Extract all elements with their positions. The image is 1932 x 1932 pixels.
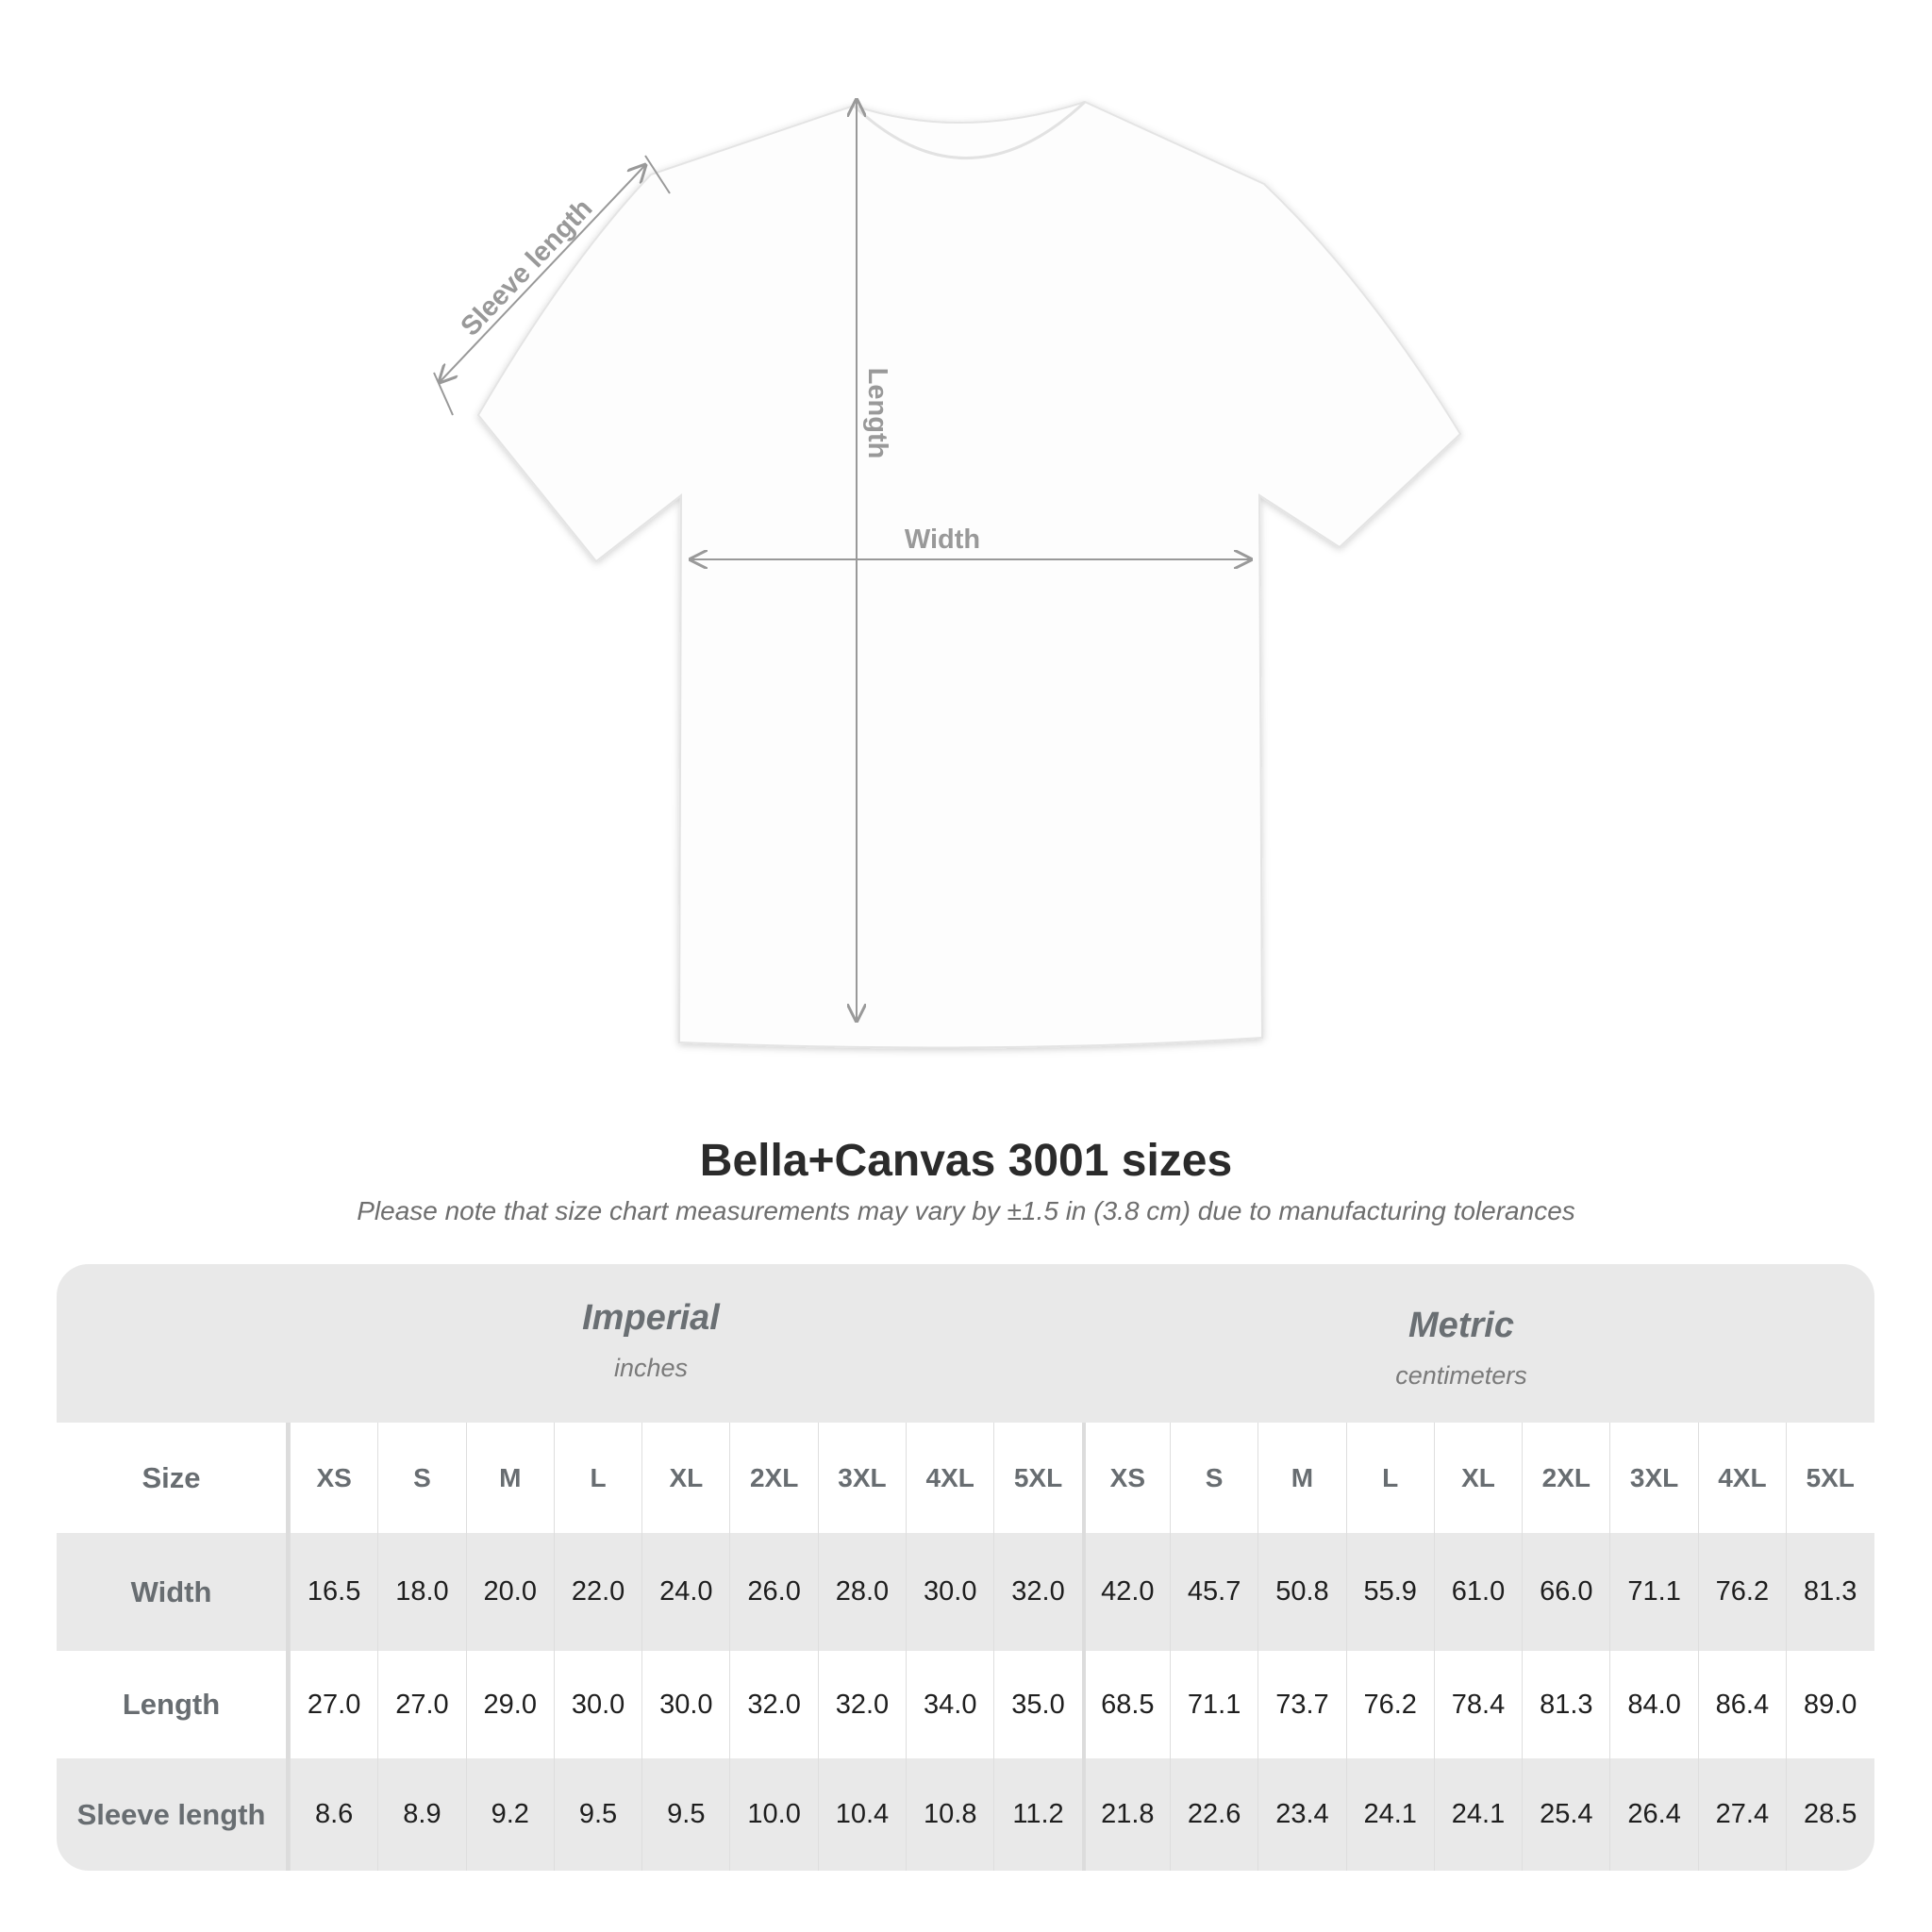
imperial-value: 9.2 xyxy=(465,1758,554,1871)
length-label: Length xyxy=(862,368,892,459)
imperial-value: 18.0 xyxy=(377,1533,465,1651)
metric-value: 42.0 xyxy=(1081,1533,1170,1651)
imperial-value: 27.0 xyxy=(290,1651,377,1758)
metric-value: 81.3 xyxy=(1786,1533,1874,1651)
metric-value: 45.7 xyxy=(1169,1533,1257,1651)
imperial-value: 35.0 xyxy=(993,1651,1081,1758)
imperial-value: 32.0 xyxy=(729,1651,817,1758)
metric-size-XS: XS xyxy=(1081,1423,1170,1533)
metric-value: 76.2 xyxy=(1697,1533,1786,1651)
metric-size-4XL: 4XL xyxy=(1697,1423,1786,1533)
metric-value: 55.9 xyxy=(1345,1533,1434,1651)
table-row: Sleeve length 8.6 8.9 9.2 9.5 9.5 10.0 10.4 10.8… xyxy=(57,1758,1874,1871)
imperial-value: 30.0 xyxy=(641,1651,729,1758)
metric-value: 24.1 xyxy=(1345,1758,1434,1871)
metric-size-XL: XL xyxy=(1433,1423,1522,1533)
size-table: Imperial inches Metric centimeters Size X… xyxy=(57,1264,1874,1871)
table-row: Length 27.0 27.0 29.0 30.0 30.0 32.0 32.0 34.0 35… xyxy=(57,1651,1874,1758)
metric-value: 23.4 xyxy=(1257,1758,1345,1871)
imperial-size-2XL: 2XL xyxy=(729,1423,817,1533)
imperial-value: 30.0 xyxy=(553,1651,641,1758)
metric-value: 84.0 xyxy=(1609,1651,1697,1758)
imperial-value: 20.0 xyxy=(465,1533,554,1651)
imperial-value: 32.0 xyxy=(817,1651,906,1758)
metric-value: 71.1 xyxy=(1609,1533,1697,1651)
imperial-value: 9.5 xyxy=(553,1758,641,1871)
imperial-value: 22.0 xyxy=(553,1533,641,1651)
metric-value: 25.4 xyxy=(1522,1758,1609,1871)
imperial-value: 24.0 xyxy=(641,1533,729,1651)
imperial-size-S: S xyxy=(377,1423,465,1533)
metric-size-L: L xyxy=(1345,1423,1434,1533)
imperial-value: 28.0 xyxy=(817,1533,906,1651)
metric-size-S: S xyxy=(1169,1423,1257,1533)
imperial-value: 29.0 xyxy=(465,1651,554,1758)
imperial-size-XS: XS xyxy=(290,1423,377,1533)
metric-size-3XL: 3XL xyxy=(1609,1423,1697,1533)
metric-value: 76.2 xyxy=(1345,1651,1434,1758)
imperial-value: 10.8 xyxy=(906,1758,993,1871)
imperial-value: 32.0 xyxy=(993,1533,1081,1651)
tolerance-note: Please note that size chart measurements… xyxy=(357,1196,1575,1225)
imperial-size-XL: XL xyxy=(641,1423,729,1533)
metric-value: 71.1 xyxy=(1169,1651,1257,1758)
metric-value: 86.4 xyxy=(1697,1651,1786,1758)
imperial-size-5XL: 5XL xyxy=(993,1423,1081,1533)
size-header-row: Size XS S M L XL 2XL 3XL 4XL 5XL XS S M L XL 2XL 3XL 4XL 5… xyxy=(57,1423,1874,1533)
imperial-value: 8.6 xyxy=(290,1758,377,1871)
tshirt-diagram: Sleeve length Length Width xyxy=(433,0,1462,1049)
width-label: Width xyxy=(905,525,980,555)
table-row: Width 16.5 18.0 20.0 22.0 24.0 26.0 28.0 30.0 32.… xyxy=(57,1533,1874,1651)
imperial-value: 34.0 xyxy=(906,1651,993,1758)
imperial-size-L: L xyxy=(553,1423,641,1533)
imperial-value: 11.2 xyxy=(993,1758,1081,1871)
metric-value: 66.0 xyxy=(1522,1533,1609,1651)
imperial-value: 16.5 xyxy=(290,1533,377,1651)
imperial-size-4XL: 4XL xyxy=(906,1423,993,1533)
metric-size-M: M xyxy=(1257,1423,1345,1533)
tshirt-shape xyxy=(476,100,1462,1049)
metric-value: 27.4 xyxy=(1697,1758,1786,1871)
metric-value: 89.0 xyxy=(1786,1651,1874,1758)
page-title: Bella+Canvas 3001 sizes xyxy=(699,1136,1233,1186)
metric-value: 50.8 xyxy=(1257,1533,1345,1651)
metric-group-header: Metric centimeters xyxy=(1395,1306,1527,1390)
metric-value: 24.1 xyxy=(1433,1758,1522,1871)
metric-value: 73.7 xyxy=(1257,1651,1345,1758)
metric-value: 81.3 xyxy=(1522,1651,1609,1758)
imperial-value: 10.0 xyxy=(729,1758,817,1871)
metric-value: 28.5 xyxy=(1786,1758,1874,1871)
row-label: Sleeve length xyxy=(57,1758,290,1871)
imperial-size-3XL: 3XL xyxy=(817,1423,906,1533)
metric-value: 78.4 xyxy=(1433,1651,1522,1758)
imperial-value: 27.0 xyxy=(377,1651,465,1758)
row-label: Length xyxy=(57,1651,290,1758)
metric-value: 21.8 xyxy=(1081,1758,1170,1871)
metric-value: 26.4 xyxy=(1609,1758,1697,1871)
imperial-value: 9.5 xyxy=(641,1758,729,1871)
metric-value: 22.6 xyxy=(1169,1758,1257,1871)
imperial-value: 26.0 xyxy=(729,1533,817,1651)
imperial-value: 10.4 xyxy=(817,1758,906,1871)
metric-size-5XL: 5XL xyxy=(1786,1423,1874,1533)
sleeve-arrow xyxy=(440,165,645,382)
imperial-value: 30.0 xyxy=(906,1533,993,1651)
size-label: Size xyxy=(57,1423,290,1533)
metric-value: 68.5 xyxy=(1081,1651,1170,1758)
metric-size-2XL: 2XL xyxy=(1522,1423,1609,1533)
imperial-value: 8.9 xyxy=(377,1758,465,1871)
imperial-group-header: Imperial inches xyxy=(582,1298,720,1382)
metric-value: 61.0 xyxy=(1433,1533,1522,1651)
imperial-size-M: M xyxy=(465,1423,554,1533)
row-label: Width xyxy=(57,1533,290,1651)
